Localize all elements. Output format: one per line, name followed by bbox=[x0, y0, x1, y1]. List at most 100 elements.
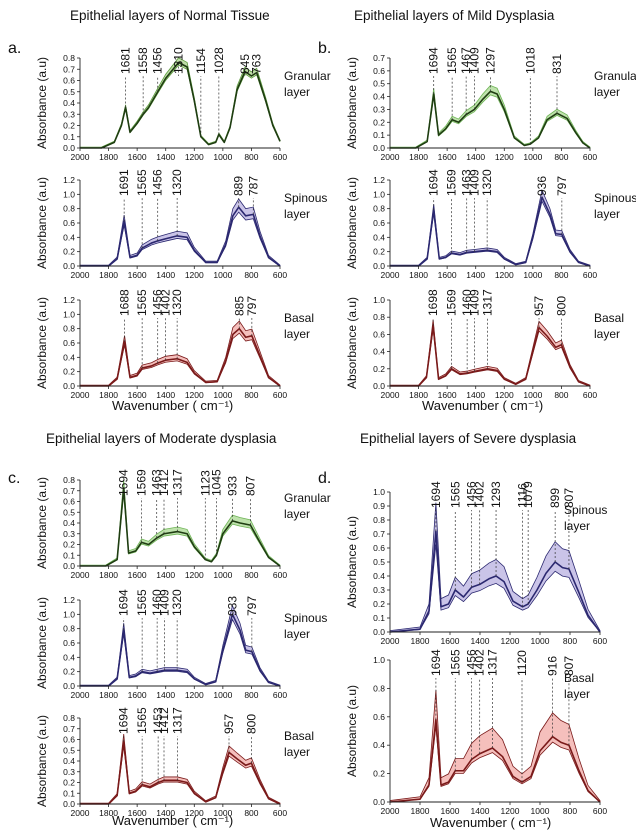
y-tick-label: 0.0 bbox=[373, 381, 385, 391]
y-tick-label: 0.0 bbox=[63, 143, 75, 153]
peak-label: 1402 bbox=[473, 481, 487, 508]
y-tick-label: 0.1 bbox=[373, 130, 385, 140]
layer-label: layer bbox=[594, 327, 620, 341]
x-tick-label: 1800 bbox=[411, 806, 430, 816]
x-tick-label: 2000 bbox=[71, 270, 90, 280]
y-tick-label: 0.1 bbox=[373, 613, 385, 623]
spectrum-mean-line bbox=[390, 196, 591, 267]
y-tick-label: 0.2 bbox=[373, 364, 385, 374]
y-tick-label: 0.6 bbox=[63, 338, 75, 348]
peak-label: 889 bbox=[232, 176, 246, 196]
y-tick-label: 1.0 bbox=[373, 655, 385, 665]
peak-label: 1456 bbox=[465, 649, 479, 676]
x-tick-label: 800 bbox=[244, 152, 258, 162]
y-tick-label: 0.2 bbox=[373, 769, 385, 779]
y-tick-label: 0.6 bbox=[373, 66, 385, 76]
spectrum-mean-line bbox=[80, 487, 281, 567]
layer-label: Granular bbox=[284, 491, 331, 505]
x-tick-label: 800 bbox=[554, 390, 568, 400]
peak-label: 1079 bbox=[521, 481, 535, 508]
y-axis-label: Absorbance (a.u) bbox=[35, 477, 49, 569]
x-tick-label: 1400 bbox=[156, 270, 175, 280]
x-tick-label: 1200 bbox=[501, 806, 520, 816]
x-tick-label: 1600 bbox=[128, 152, 147, 162]
x-tick-label: 1000 bbox=[213, 270, 232, 280]
y-tick-label: 0.6 bbox=[373, 543, 385, 553]
y-tick-label: 0.4 bbox=[63, 232, 75, 242]
peak-label: 916 bbox=[546, 656, 560, 676]
spectrum-mean-line bbox=[80, 740, 281, 805]
peak-label: 1409 bbox=[157, 589, 171, 616]
panel-d-title: Epithelial layers of Severe dysplasia bbox=[360, 431, 577, 446]
layer-label: Basal bbox=[564, 671, 594, 685]
x-tick-label: 1200 bbox=[185, 390, 204, 400]
y-tick-label: 0.6 bbox=[373, 712, 385, 722]
y-tick-label: 0.2 bbox=[63, 778, 75, 788]
x-tick-label: 600 bbox=[273, 570, 287, 580]
x-tick-label: 1800 bbox=[409, 390, 428, 400]
x-tick-label: 2000 bbox=[71, 690, 90, 700]
peak-label: 1694 bbox=[427, 169, 441, 196]
y-axis-label: Absorbance (a.u) bbox=[35, 177, 49, 269]
x-tick-label: 1400 bbox=[471, 806, 490, 816]
x-tick-label: 1200 bbox=[495, 390, 514, 400]
y-tick-label: 0.0 bbox=[63, 561, 75, 571]
y-axis-label: Absorbance (a.u) bbox=[345, 177, 359, 269]
layer-label: Granular bbox=[284, 69, 331, 83]
panel-a-plot-granular: 0.00.10.2 0.30.40.50.6 0.70.8 2000 1800 1600 1… bbox=[35, 47, 331, 162]
y-tick-label: 0.8 bbox=[63, 204, 75, 214]
layer-label: layer bbox=[284, 507, 310, 521]
peak-label: 1409 bbox=[467, 169, 481, 196]
y-tick-label: 0.2 bbox=[63, 540, 75, 550]
spectrum-band bbox=[79, 198, 281, 267]
x-tick-label: 600 bbox=[273, 690, 287, 700]
x-tick-label: 600 bbox=[593, 636, 607, 646]
peak-label: 1460 bbox=[150, 589, 164, 616]
x-tick-label: 800 bbox=[244, 270, 258, 280]
x-tick-label: 1200 bbox=[185, 570, 204, 580]
x-tick-label: 1000 bbox=[523, 270, 542, 280]
peak-label: 1409 bbox=[467, 289, 481, 316]
peak-label: 797 bbox=[245, 596, 259, 616]
panel-b-plot-granular: 0.0 0.1 0.2 0.3 0.4 0.5 0.6 0.7 2000 1800 1600 1400… bbox=[345, 47, 636, 162]
x-tick-label: 600 bbox=[583, 152, 597, 162]
peak-label: 807 bbox=[562, 656, 576, 676]
y-tick-label: 1.2 bbox=[63, 295, 75, 305]
peak-label: 936 bbox=[535, 176, 549, 196]
layer-label: Spinous bbox=[564, 503, 607, 517]
y-tick-label: 0.4 bbox=[63, 352, 75, 362]
peak-label: 1698 bbox=[426, 289, 440, 316]
y-tick-label: 0.4 bbox=[63, 98, 75, 108]
y-tick-label: 0.0 bbox=[63, 381, 75, 391]
peak-label: 1565 bbox=[135, 707, 149, 734]
y-tick-label: 0.4 bbox=[63, 756, 75, 766]
x-tick-label: 1600 bbox=[441, 806, 460, 816]
y-tick-label: 0.0 bbox=[373, 797, 385, 807]
x-tick-label: 1000 bbox=[531, 806, 550, 816]
panel-a-xlabel: Wavenumber ( cm⁻¹) bbox=[112, 398, 234, 413]
x-tick-label: 1400 bbox=[156, 690, 175, 700]
y-tick-label: 0.8 bbox=[63, 324, 75, 334]
x-tick-label: 1400 bbox=[156, 390, 175, 400]
y-axis-label: Absorbance (a.u) bbox=[345, 685, 359, 777]
peak-label: 1467 bbox=[459, 47, 473, 74]
y-tick-label: 0.6 bbox=[63, 735, 75, 745]
y-tick-label: 0.2 bbox=[373, 117, 385, 127]
peak-label: 787 bbox=[246, 176, 260, 196]
x-tick-label: 2000 bbox=[381, 270, 400, 280]
y-tick-label: 0.0 bbox=[373, 143, 385, 153]
peak-label: 797 bbox=[245, 296, 259, 316]
y-tick-label: 0.5 bbox=[373, 557, 385, 567]
peak-label: 1120 bbox=[515, 650, 529, 676]
peak-label: 1694 bbox=[429, 481, 443, 508]
y-tick-label: 0.8 bbox=[63, 53, 75, 63]
y-tick-label: 0.2 bbox=[63, 367, 75, 377]
peak-label: 807 bbox=[562, 488, 576, 508]
peak-label: 1123 bbox=[198, 470, 212, 496]
y-tick-label: 0.0 bbox=[63, 261, 75, 271]
y-tick-label: 0.4 bbox=[373, 740, 385, 750]
peak-label: 1565 bbox=[135, 589, 149, 616]
peak-label: 933 bbox=[225, 476, 239, 496]
y-tick-label: 0.3 bbox=[373, 585, 385, 595]
